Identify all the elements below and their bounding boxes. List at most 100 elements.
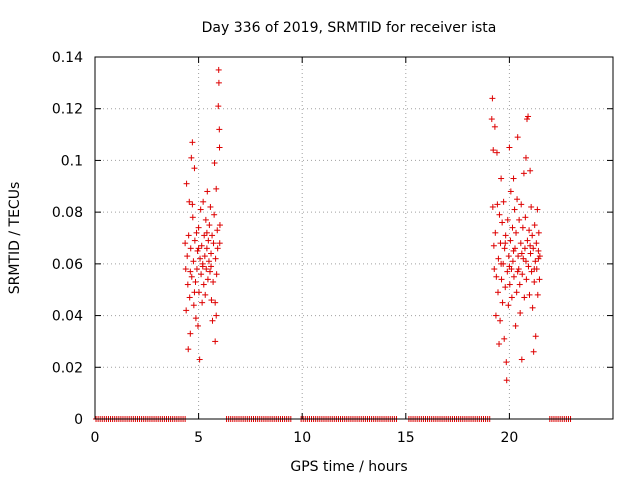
data-point bbox=[529, 304, 536, 311]
data-point bbox=[212, 255, 219, 262]
data-point bbox=[212, 338, 219, 345]
data-point bbox=[210, 278, 217, 285]
data-point bbox=[208, 250, 215, 257]
data-point bbox=[518, 356, 525, 363]
data-point bbox=[535, 255, 542, 262]
y-tick-label: 0.06 bbox=[52, 257, 83, 273]
data-point bbox=[528, 203, 535, 210]
data-point bbox=[510, 273, 517, 280]
y-tick-label: 0 bbox=[74, 412, 83, 428]
data-point bbox=[511, 245, 518, 252]
data-point bbox=[182, 266, 189, 273]
data-point bbox=[507, 188, 514, 195]
data-point bbox=[216, 144, 223, 151]
x-tick-label: 5 bbox=[194, 430, 203, 446]
data-point bbox=[183, 180, 190, 187]
data-point bbox=[498, 260, 505, 267]
data-point bbox=[195, 245, 202, 252]
data-point bbox=[514, 268, 521, 275]
data-point bbox=[492, 229, 499, 236]
data-point bbox=[531, 222, 538, 229]
data-point bbox=[491, 266, 498, 273]
data-point bbox=[533, 240, 540, 247]
data-point bbox=[532, 258, 539, 265]
data-point bbox=[527, 242, 534, 249]
data-point bbox=[494, 201, 501, 208]
data-point bbox=[503, 359, 510, 366]
data-point bbox=[208, 297, 215, 304]
data-points bbox=[93, 66, 574, 422]
data-point bbox=[191, 237, 198, 244]
data-point bbox=[189, 201, 196, 208]
data-point bbox=[499, 299, 506, 306]
data-point bbox=[215, 103, 222, 110]
data-point bbox=[182, 240, 189, 247]
data-point bbox=[531, 278, 538, 285]
data-point bbox=[200, 281, 207, 288]
data-point bbox=[193, 266, 200, 273]
data-point bbox=[216, 126, 223, 133]
data-point bbox=[506, 263, 513, 270]
data-point bbox=[510, 247, 517, 254]
data-point bbox=[189, 214, 196, 221]
data-point bbox=[194, 247, 201, 254]
data-point bbox=[213, 271, 220, 278]
data-point bbox=[205, 237, 212, 244]
data-point bbox=[192, 315, 199, 322]
y-axis-label: SRMTID / TECUs bbox=[7, 182, 23, 295]
data-point bbox=[203, 266, 210, 273]
data-point bbox=[498, 175, 505, 182]
data-point bbox=[522, 214, 529, 221]
data-point bbox=[489, 203, 496, 210]
data-point bbox=[198, 271, 205, 278]
data-point bbox=[203, 245, 210, 252]
data-point bbox=[185, 232, 192, 239]
data-point bbox=[522, 154, 529, 161]
data-point bbox=[211, 211, 218, 218]
data-point bbox=[202, 216, 209, 223]
data-point bbox=[527, 167, 534, 174]
data-point bbox=[508, 294, 515, 301]
data-point bbox=[517, 240, 524, 247]
data-point bbox=[213, 185, 220, 192]
data-point bbox=[200, 198, 207, 205]
y-tick-label: 0.1 bbox=[61, 153, 83, 169]
data-point bbox=[205, 258, 212, 265]
y-axis-ticks: 0 0.02 0.04 0.06 0.08 0.1 0.12 0.14 bbox=[52, 50, 613, 428]
data-point bbox=[208, 263, 215, 270]
y-tick-label: 0.14 bbox=[52, 50, 83, 66]
data-point bbox=[530, 348, 537, 355]
data-point bbox=[495, 289, 502, 296]
data-point bbox=[502, 284, 509, 291]
data-point bbox=[525, 263, 532, 270]
data-point bbox=[524, 116, 531, 123]
data-point bbox=[514, 134, 521, 141]
data-point bbox=[198, 242, 205, 249]
chart-title: Day 336 of 2019, SRMTID for receiver ist… bbox=[202, 20, 497, 36]
y-tick-label: 0.02 bbox=[52, 360, 83, 376]
data-point bbox=[516, 281, 523, 288]
data-point bbox=[206, 268, 213, 275]
y-tick-label: 0.04 bbox=[52, 309, 83, 325]
data-point bbox=[502, 240, 509, 247]
data-point bbox=[195, 224, 202, 231]
data-point bbox=[528, 268, 535, 275]
data-point bbox=[513, 289, 520, 296]
data-point bbox=[214, 227, 221, 234]
data-point bbox=[199, 260, 206, 267]
data-point bbox=[518, 201, 525, 208]
data-point bbox=[501, 335, 508, 342]
data-point bbox=[534, 206, 541, 213]
y-tick-label: 0.12 bbox=[52, 102, 83, 118]
data-point bbox=[501, 245, 508, 252]
data-point bbox=[209, 232, 216, 239]
data-point bbox=[509, 224, 516, 231]
data-point bbox=[525, 113, 532, 120]
data-point bbox=[184, 253, 191, 260]
data-point bbox=[530, 245, 537, 252]
data-point bbox=[535, 229, 542, 236]
data-point bbox=[186, 198, 193, 205]
data-point bbox=[209, 317, 216, 324]
data-point bbox=[210, 240, 217, 247]
